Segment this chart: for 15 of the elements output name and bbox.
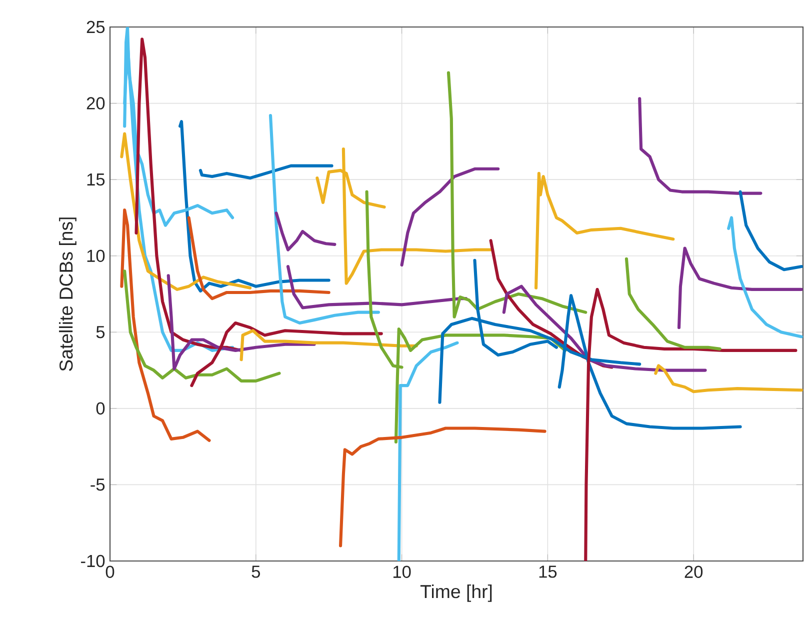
y-tick-label: 15	[87, 174, 105, 186]
y-tick-label: 10	[87, 250, 105, 262]
x-tick-label: 15	[539, 566, 557, 578]
y-tick-label: 20	[86, 97, 105, 110]
x-tick-label: 5	[252, 566, 260, 578]
y-tick-label: -10	[81, 554, 105, 568]
y-tick-label: 0	[96, 402, 105, 415]
x-tick-label: 10	[393, 566, 411, 578]
y-axis-title: Satellite DCBs [ns]	[59, 218, 76, 371]
y-tick-label: -5	[90, 478, 105, 491]
x-axis-title: Time [hr]	[420, 584, 492, 602]
y-tick-label: 25	[86, 20, 105, 34]
x-tick-label: 0	[106, 566, 114, 578]
y-tick-label: 5	[96, 326, 105, 338]
x-tick-label: 20	[684, 566, 703, 578]
